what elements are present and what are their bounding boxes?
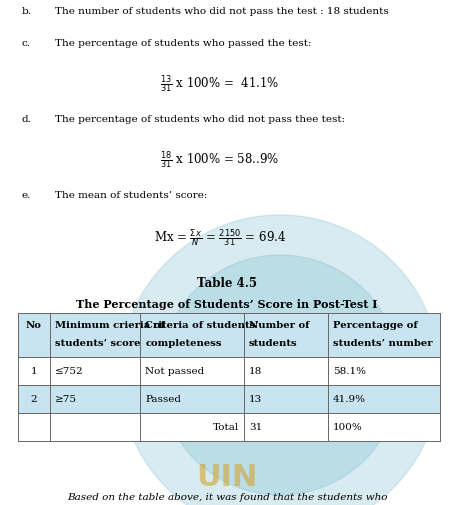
Circle shape <box>160 255 400 495</box>
Text: Total: Total <box>212 423 239 431</box>
Text: completeness: completeness <box>146 339 222 348</box>
Text: 18: 18 <box>249 367 262 376</box>
Bar <box>18 385 440 413</box>
Text: Not passed: Not passed <box>146 367 205 376</box>
Text: Minimum crieria of: Minimum crieria of <box>55 322 164 330</box>
Text: The mean of students’ score:: The mean of students’ score: <box>55 191 207 200</box>
Circle shape <box>120 215 440 505</box>
Text: ≤752: ≤752 <box>55 367 83 376</box>
Text: The percentage of students who did not pass thee test:: The percentage of students who did not p… <box>55 115 345 124</box>
Text: Mx = $\frac{\Sigma x}{N}$ = $\frac{2150}{31}$ = 69.4: Mx = $\frac{\Sigma x}{N}$ = $\frac{2150}… <box>154 227 286 248</box>
Text: d.: d. <box>22 115 32 124</box>
Text: c.: c. <box>22 39 31 48</box>
Text: students: students <box>249 339 298 348</box>
Text: ≥75: ≥75 <box>55 394 76 403</box>
Text: 31: 31 <box>249 423 262 431</box>
Text: The percentage of students who passed the test:: The percentage of students who passed th… <box>55 39 312 48</box>
Text: The number of students who did not pass the test : 18 students: The number of students who did not pass … <box>55 7 389 16</box>
Text: Percentagge of: Percentagge of <box>333 322 418 330</box>
Bar <box>18 357 440 385</box>
Text: 58.1%: 58.1% <box>333 367 366 376</box>
Text: students’ score: students’ score <box>55 339 140 348</box>
Bar <box>18 313 440 357</box>
Text: 41.9%: 41.9% <box>333 394 366 403</box>
Text: Number of: Number of <box>249 322 309 330</box>
Text: 100%: 100% <box>333 423 363 431</box>
Text: students’ number: students’ number <box>333 339 433 348</box>
Text: e.: e. <box>22 191 31 200</box>
Text: No: No <box>26 322 42 330</box>
Text: 1: 1 <box>30 367 37 376</box>
Text: 13: 13 <box>249 394 262 403</box>
Text: b.: b. <box>22 7 32 16</box>
Text: $\frac{18}{31}$ x 100% = 58..9%: $\frac{18}{31}$ x 100% = 58..9% <box>160 149 280 171</box>
Text: 2: 2 <box>30 394 37 403</box>
Text: Criteria of students’: Criteria of students’ <box>146 322 259 330</box>
Bar <box>18 413 440 441</box>
Text: $\frac{13}{31}$ x 100% =  41.1%: $\frac{13}{31}$ x 100% = 41.1% <box>160 73 280 95</box>
Text: Passed: Passed <box>146 394 182 403</box>
Text: Based on the table above, it was found that the students who: Based on the table above, it was found t… <box>67 493 387 502</box>
Text: UIN: UIN <box>196 463 258 492</box>
Text: The Percentage of Students’ Score in Post-Test I: The Percentage of Students’ Score in Pos… <box>76 299 378 310</box>
Text: Table 4.5: Table 4.5 <box>197 277 257 290</box>
